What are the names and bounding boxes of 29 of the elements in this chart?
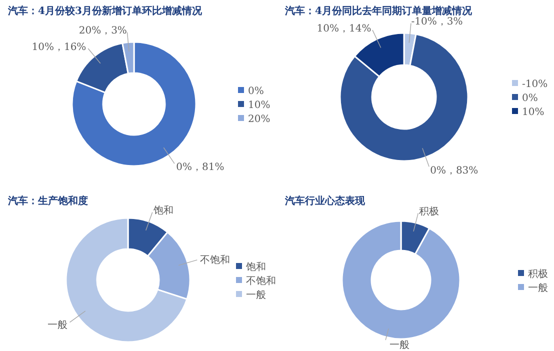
legend-label: 积极 xyxy=(528,268,548,280)
legend-label: 一般 xyxy=(246,290,266,301)
legend-label: -10% xyxy=(522,79,548,90)
data-label: 0%，81% xyxy=(176,162,224,174)
data-label: 一般 xyxy=(47,320,68,332)
data-label: 0%，83% xyxy=(430,165,478,176)
legend-label: 不饱和 xyxy=(246,275,276,287)
legend-label: 一般 xyxy=(528,283,548,294)
chart-title: 汽车：4月份较3月份新增订单环比增减情况 xyxy=(7,5,203,17)
data-label: 10%，16% xyxy=(32,42,86,54)
chart-title: 汽车：生产饱和度 xyxy=(7,195,88,207)
data-label: -10%，3% xyxy=(411,16,463,28)
data-label: 积极 xyxy=(418,205,439,218)
legend-label: 20% xyxy=(248,114,270,125)
data-label: 一般 xyxy=(390,340,410,351)
legend-label: 10% xyxy=(248,100,270,111)
legend-label: 0% xyxy=(522,93,538,104)
legend-label: 饱和 xyxy=(245,261,266,273)
data-label: 饱和 xyxy=(152,204,174,216)
data-label: 不饱和 xyxy=(200,254,230,266)
data-label: 10%，14% xyxy=(316,23,372,34)
donut-slice xyxy=(341,220,461,340)
legend-label: 0% xyxy=(248,86,264,97)
data-label: 20%，3% xyxy=(78,25,127,36)
chart-title: 汽车行业心态表现 xyxy=(284,195,366,207)
legend-label: 10% xyxy=(522,107,544,118)
chart-title: 汽车：4月份同比去年同期订单量增减情况 xyxy=(284,5,473,17)
donut-slice xyxy=(339,33,469,162)
donut-slice xyxy=(65,217,188,343)
